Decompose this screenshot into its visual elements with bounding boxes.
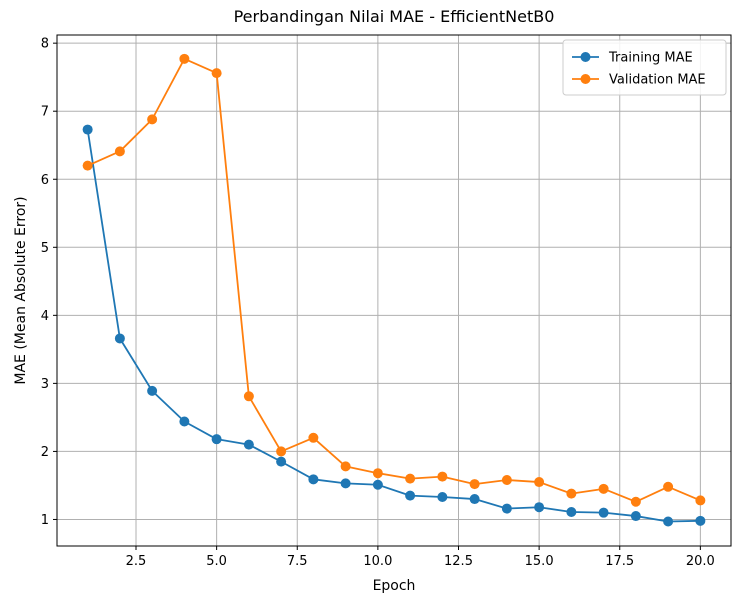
validation-mae-point [598,483,609,494]
training-mae-point [147,385,158,396]
training-mae-point [469,494,480,505]
validation-mae-point [534,477,545,488]
chart-title: Perbandingan Nilai MAE - EfficientNetB0 [234,7,555,26]
training-mae-point [501,503,512,514]
validation-mae-point [114,146,125,157]
training-mae-point [566,506,577,517]
validation-mae-point [308,432,319,443]
training-mae-point [663,516,674,527]
y-tick-label: 6 [41,173,49,188]
training-mae-point [179,416,190,427]
validation-mae-point [340,461,351,472]
training-mae-point [82,124,93,135]
y-axis-label: MAE (Mean Absolute Error) [13,196,29,384]
legend-label-training-mae: Training MAE [608,51,693,66]
legend-box [562,39,727,96]
validation-mae-point [695,495,706,506]
validation-mae-point [405,473,416,484]
training-mae-point [598,507,609,518]
training-mae-line [86,129,701,523]
y-tick-label: 7 [41,105,49,120]
validation-mae-point [147,114,158,125]
training-mae-point [308,474,319,485]
training-mae-point [534,502,545,513]
training-mae-point [114,333,125,344]
validation-mae-line [87,57,701,503]
training-mae-point [276,456,287,467]
validation-mae-point [437,471,448,482]
x-tick-label: 20.0 [686,554,715,569]
x-tick-label: 15.0 [525,554,554,569]
validation-mae-point [566,488,577,499]
training-mae-point [211,434,222,445]
validation-mae-point [501,474,512,485]
plot-area-frame [56,34,732,547]
validation-mae-point [663,481,674,492]
legend: Training MAE Validation MAE [562,39,727,96]
y-tick-label: 4 [41,309,49,324]
training-mae-point [437,492,448,503]
y-axis-ticks: 1 2 3 4 5 6 7 8 [41,37,57,528]
y-tick-label: 2 [41,445,49,460]
validation-mae-point [82,160,93,171]
x-tick-label: 12.5 [444,554,473,569]
y-tick-label: 5 [41,241,49,256]
validation-mae-point [469,479,480,490]
training-mae-point [405,490,416,501]
legend-label-validation-mae: Validation MAE [609,73,706,88]
validation-mae-point [211,68,222,79]
validation-mae-point [243,391,254,402]
x-tick-label: 17.5 [605,554,634,569]
training-mae-point [340,478,351,489]
y-tick-label: 1 [41,513,49,528]
x-tick-label: 2.5 [126,554,147,569]
training-mae-point [630,511,641,522]
legend-marker-validation-mae [580,74,591,84]
training-mae-point [695,515,706,526]
validation-mae-point [179,53,190,64]
x-axis-ticks: 2.5 5.0 7.5 10.0 12.5 15.0 17.5 20.0 [126,546,715,569]
x-axis-label: Epoch [373,578,416,594]
grid [57,35,731,546]
validation-mae-point [276,446,287,457]
y-tick-label: 3 [41,377,49,392]
validation-mae-point [372,468,383,479]
legend-marker-training-mae [580,52,591,62]
x-tick-label: 10.0 [363,554,392,569]
training-mae-point [243,439,254,450]
y-tick-label: 8 [41,37,49,52]
validation-mae-point [630,496,641,507]
training-mae-point [372,479,383,490]
x-tick-label: 5.0 [206,554,227,569]
plot-series [82,53,706,527]
x-tick-label: 7.5 [287,554,308,569]
